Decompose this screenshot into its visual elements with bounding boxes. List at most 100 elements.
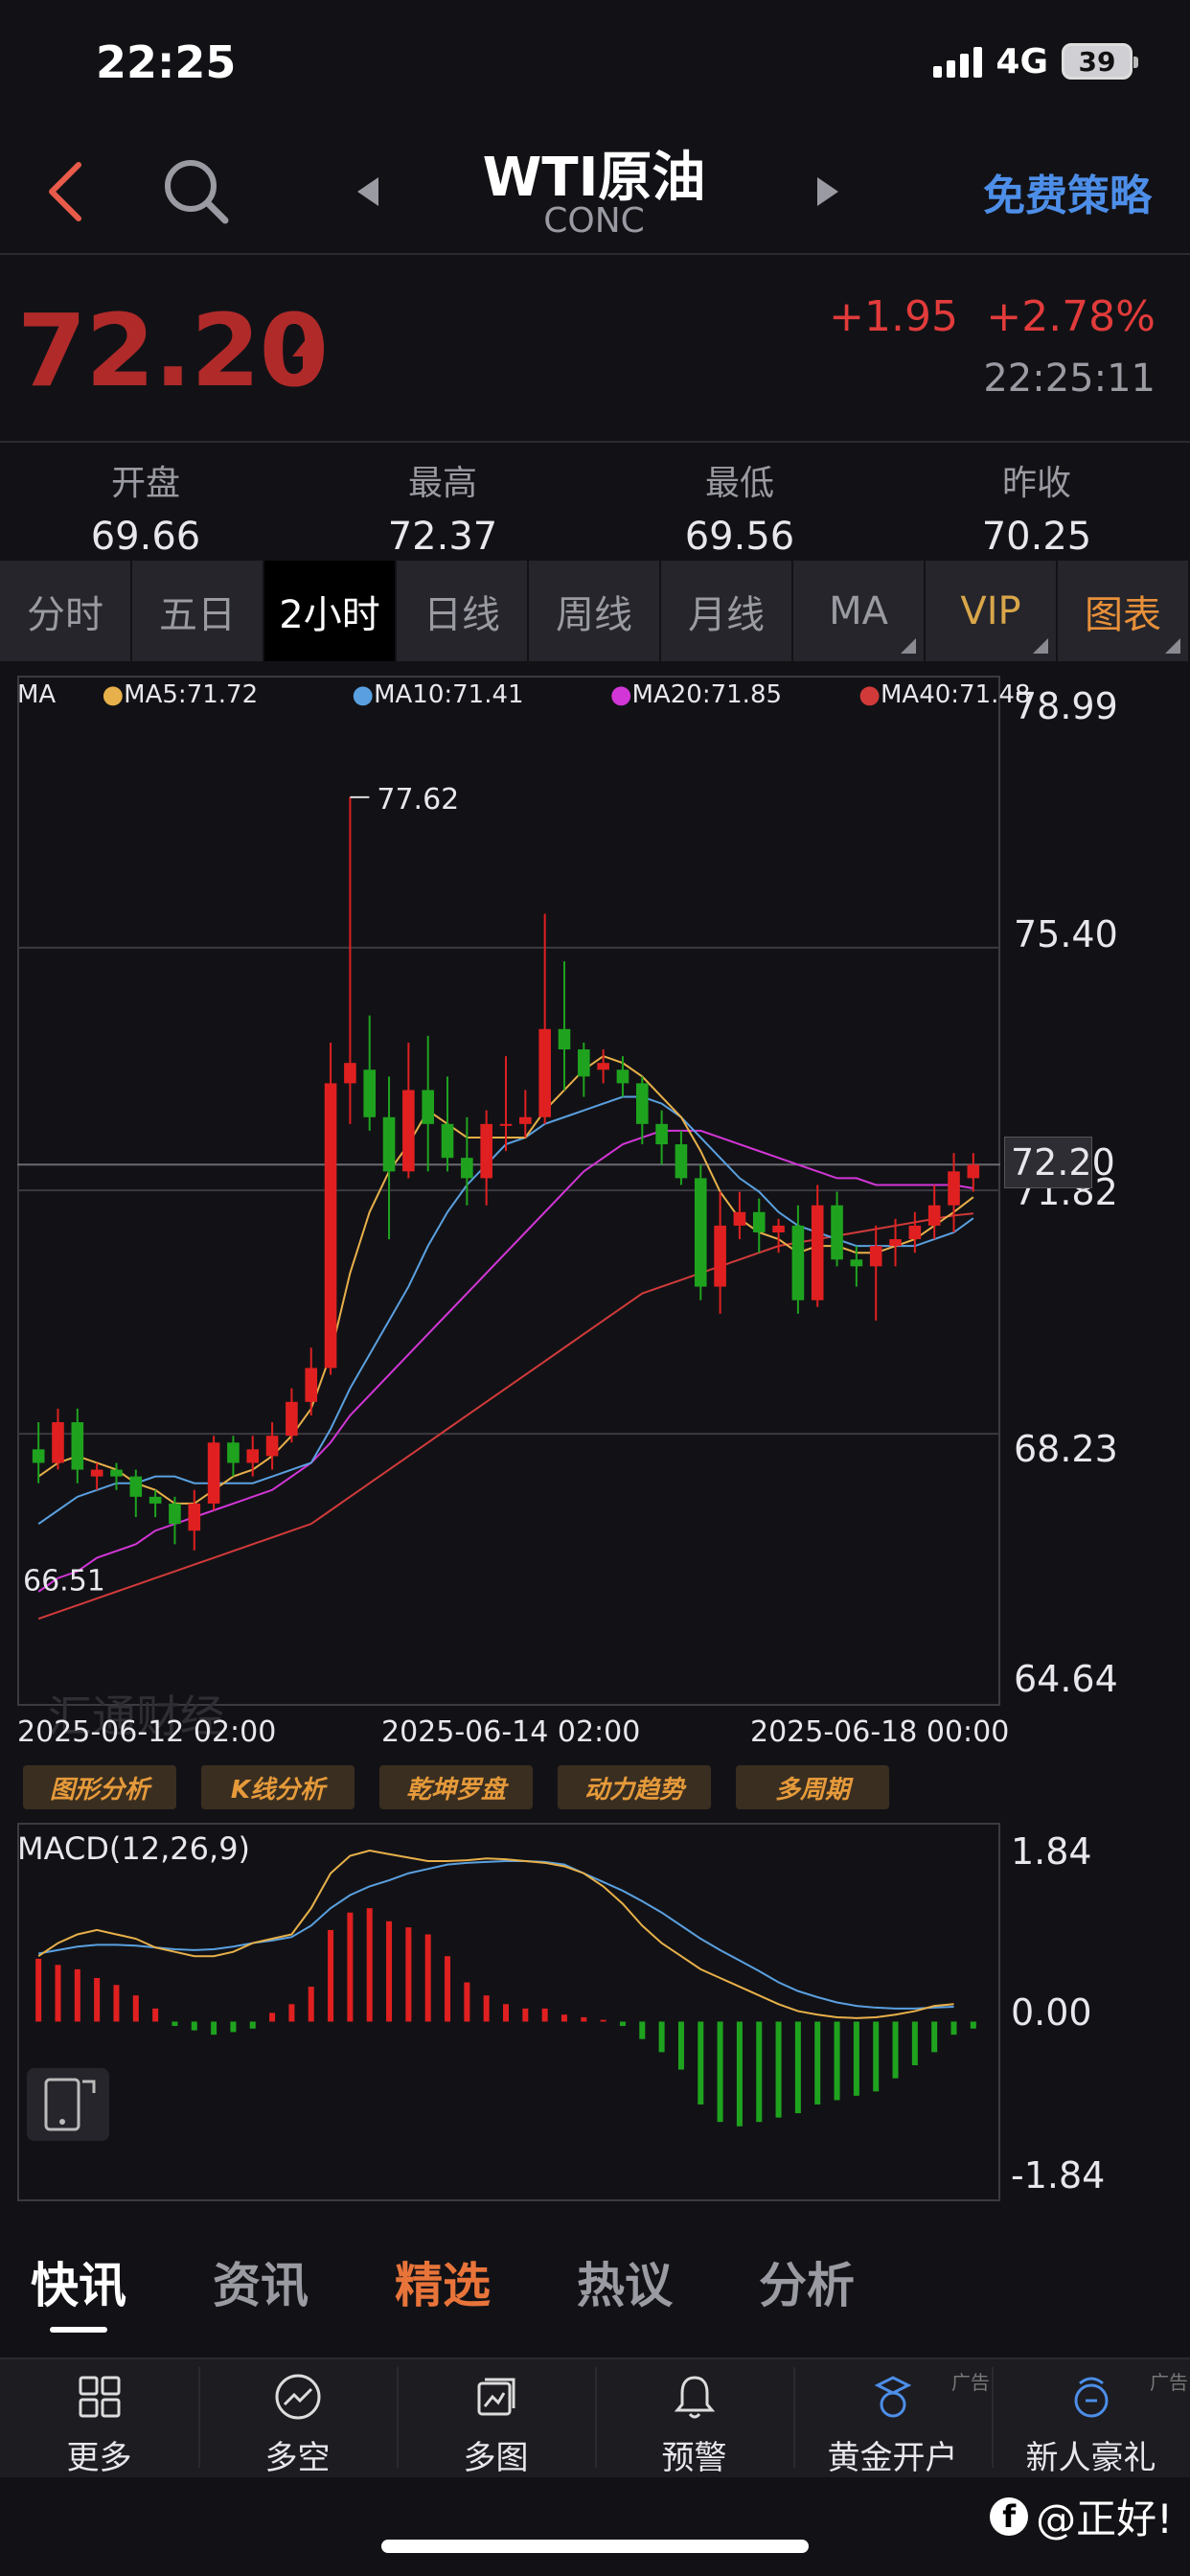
candle-body — [402, 1090, 415, 1172]
bottom-label: 黄金开户 — [827, 2439, 958, 2477]
prev-instrument-icon[interactable] — [350, 168, 388, 216]
long-short-button[interactable]: 多空 — [198, 2372, 397, 2478]
candle — [344, 796, 356, 1124]
home-indicator[interactable] — [381, 2540, 809, 2553]
status-time: 22:25 — [96, 36, 237, 88]
candle — [265, 1422, 279, 1470]
tab-chart-settings[interactable]: 图表 — [1058, 561, 1190, 661]
candle — [207, 1436, 220, 1510]
tab-ma-indicator[interactable]: MA — [793, 561, 926, 661]
x-tick-label: 2025-06-12 02:00 — [17, 1715, 277, 1749]
multi-period-button[interactable]: 多周期 — [736, 1765, 889, 1809]
macd-bar — [191, 2021, 197, 2031]
tab-monthly[interactable]: 月线 — [661, 561, 793, 661]
candle — [908, 1211, 922, 1254]
battery-icon: 39 — [1062, 43, 1138, 80]
candle — [578, 1042, 590, 1097]
candle-body — [519, 1116, 532, 1124]
stat-label: 昨收 — [1001, 464, 1071, 503]
compass-button[interactable]: 乾坤罗盘 — [379, 1765, 533, 1809]
tab-analysis[interactable]: 分析 — [759, 2258, 855, 2313]
macd-bar — [873, 2021, 880, 2092]
macd-bar — [483, 1995, 490, 2022]
y-tick-label: 64.64 — [1014, 1658, 1118, 1700]
pattern-analysis-button[interactable]: 图形分析 — [23, 1765, 176, 1809]
footer-badge: f @正好! — [990, 2487, 1173, 2545]
divider — [397, 2367, 399, 2468]
macd-y-tick: -1.84 — [1011, 2154, 1106, 2196]
search-icon[interactable] — [158, 153, 235, 230]
candle — [597, 1049, 609, 1084]
candle — [811, 1184, 824, 1307]
up-arrow-icon — [292, 337, 323, 381]
tab-daily[interactable]: 日线 — [397, 561, 529, 661]
divider — [0, 441, 1190, 443]
stat-label: 最高 — [407, 464, 477, 503]
macd-bar — [717, 2021, 723, 2123]
macd-bar — [892, 2021, 899, 2079]
candle-body — [791, 1225, 805, 1300]
candle-body — [967, 1164, 980, 1179]
next-instrument-icon[interactable] — [808, 168, 846, 216]
tab-five-day[interactable]: 五日 — [132, 561, 264, 661]
rotate-screen-icon[interactable] — [27, 2068, 109, 2141]
macd-title: MACD(12,26,9) — [17, 1830, 251, 1867]
macd-bar — [152, 2008, 159, 2022]
ma-legend: MA ●MA5:71.72 ●MA10:71.41 ●MA20:71.85 ●M… — [17, 680, 1031, 709]
candle — [169, 1496, 181, 1545]
macd-bar — [794, 2021, 801, 2114]
macd-bar — [950, 2021, 957, 2036]
alert-button[interactable]: 预警 — [595, 2372, 793, 2478]
tab-2hour[interactable]: 2小时 — [264, 561, 397, 661]
kline-analysis-button[interactable]: K线分析 — [201, 1765, 355, 1809]
status-indicators: 4G 39 — [933, 42, 1138, 81]
candle — [694, 1164, 707, 1300]
candle-body — [714, 1225, 726, 1287]
gift-icon — [1074, 2377, 1108, 2418]
candle-body — [831, 1205, 843, 1260]
candle-body — [382, 1116, 396, 1172]
macd-chart-frame[interactable] — [17, 1823, 1000, 2201]
tab-featured[interactable]: 精选 — [395, 2258, 491, 2313]
macd-bar — [35, 1958, 42, 2022]
macd-y-tick: 1.84 — [1011, 1830, 1092, 1873]
tab-flash-news[interactable]: 快讯 — [31, 2258, 126, 2313]
new-user-gift-button[interactable]: 新人豪礼 — [992, 2372, 1190, 2478]
macd-bar — [424, 1934, 431, 2022]
divider — [595, 2367, 597, 2468]
ma10-legend: MA10:71.41 — [374, 680, 524, 709]
tab-vip[interactable]: VIP — [926, 561, 1058, 661]
candle — [188, 1489, 201, 1551]
candle-body — [363, 1070, 377, 1117]
divider — [992, 2367, 994, 2468]
candle-body — [558, 1028, 571, 1050]
macd-bar — [113, 1985, 120, 2022]
stat-label: 开盘 — [110, 464, 180, 503]
macd-bar — [55, 1965, 61, 2022]
tab-intraday[interactable]: 分时 — [0, 561, 132, 661]
momentum-trend-button[interactable]: 动力趋势 — [558, 1765, 711, 1809]
candle-body — [733, 1211, 746, 1226]
candle-body — [811, 1205, 824, 1300]
candle — [772, 1218, 785, 1254]
y-tick-label: 68.23 — [1014, 1428, 1118, 1470]
candle — [850, 1246, 863, 1287]
gold-account-button[interactable]: 黄金开户 — [793, 2372, 992, 2478]
back-arrow-icon[interactable] — [38, 153, 96, 230]
candle — [129, 1469, 143, 1518]
macd-bar — [230, 2021, 237, 2033]
candle — [889, 1218, 902, 1267]
multi-chart-button[interactable]: 多图 — [397, 2372, 595, 2478]
candle — [967, 1153, 980, 1192]
tab-weekly[interactable]: 周线 — [529, 561, 661, 661]
candle-body — [129, 1476, 143, 1497]
candle-body — [169, 1503, 181, 1525]
candle-body — [71, 1422, 84, 1470]
macd-bar — [522, 2008, 529, 2022]
tab-news[interactable]: 资讯 — [213, 2258, 309, 2313]
ma40-legend: MA40:71.48 — [880, 680, 1031, 709]
free-strategy-button[interactable]: 免费策略 — [983, 172, 1152, 220]
tab-discussion[interactable]: 热议 — [577, 2258, 673, 2313]
more-button[interactable]: 更多 — [0, 2372, 198, 2478]
candle — [324, 1042, 337, 1375]
